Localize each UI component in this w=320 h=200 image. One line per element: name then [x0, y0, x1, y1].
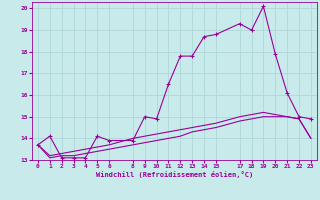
X-axis label: Windchill (Refroidissement éolien,°C): Windchill (Refroidissement éolien,°C) [96, 171, 253, 178]
